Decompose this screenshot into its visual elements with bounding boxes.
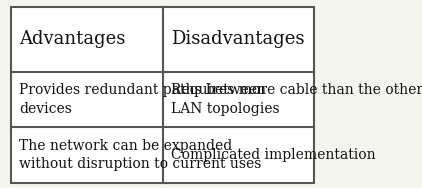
Text: Requires more cable than the other
LAN topologies: Requires more cable than the other LAN t… bbox=[170, 83, 422, 116]
Text: Provides redundant paths between
devices: Provides redundant paths between devices bbox=[19, 83, 266, 116]
Text: Complicated implementation: Complicated implementation bbox=[170, 148, 375, 162]
Text: The network can be expanded
without disruption to current uses: The network can be expanded without disr… bbox=[19, 139, 262, 171]
Text: Advantages: Advantages bbox=[19, 30, 125, 48]
Text: Disadvantages: Disadvantages bbox=[170, 30, 304, 48]
